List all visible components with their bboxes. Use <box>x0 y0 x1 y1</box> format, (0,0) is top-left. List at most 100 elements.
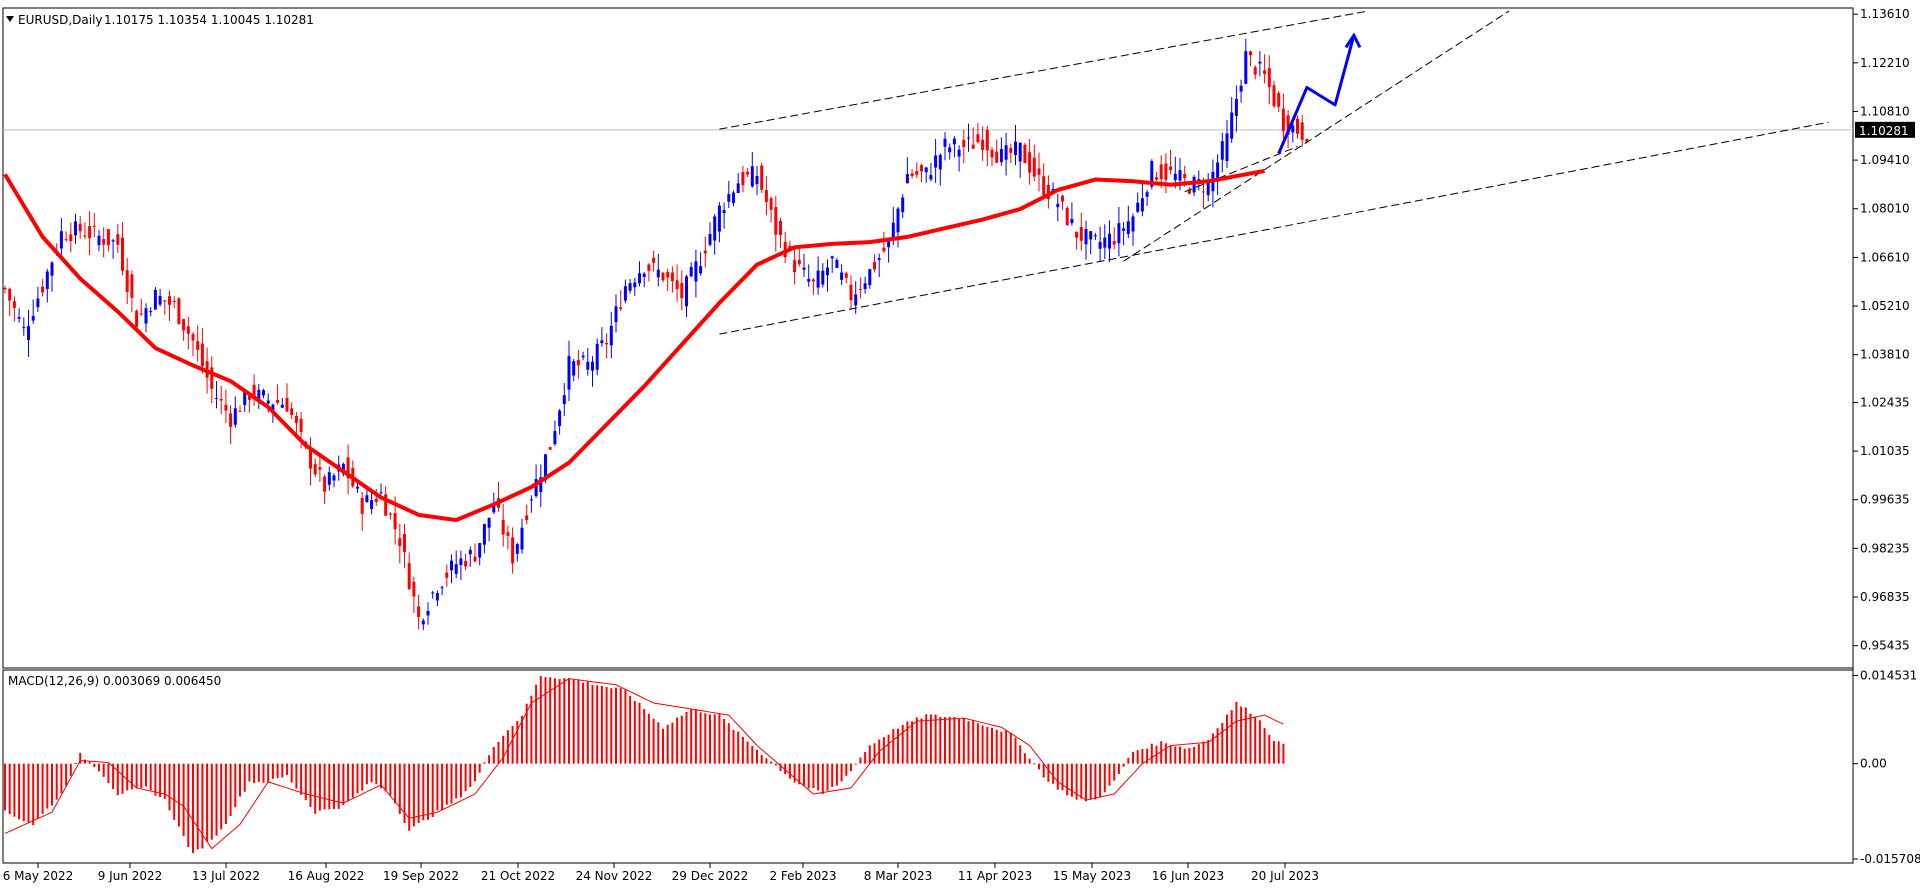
candle-body <box>473 556 477 562</box>
macd-bar <box>1193 747 1196 764</box>
macd-bar <box>840 763 843 782</box>
candle-body <box>384 494 388 516</box>
macd-bar <box>812 763 815 789</box>
macd-bar <box>619 688 622 764</box>
macd-bar <box>394 763 397 804</box>
candle-body <box>398 538 402 547</box>
candle-body <box>581 355 585 358</box>
macd-bar <box>1216 728 1219 764</box>
price-tick-label: 1.06610 <box>1860 250 1910 264</box>
candle-body <box>736 183 740 194</box>
macd-bar <box>1263 728 1266 764</box>
macd-bar <box>497 742 500 764</box>
candle-body <box>938 154 942 170</box>
macd-bar <box>793 763 796 783</box>
macd-bar <box>196 763 199 850</box>
candle-body <box>1234 98 1238 116</box>
candle-body <box>971 144 975 149</box>
macd-bar <box>262 763 265 783</box>
candle-body <box>8 288 12 301</box>
candle-body <box>125 270 129 292</box>
macd-bar <box>215 763 218 836</box>
macd-bar <box>224 763 227 824</box>
candle-body <box>539 477 543 493</box>
candle-body <box>149 311 153 313</box>
candle-body <box>454 564 458 574</box>
macd-bar <box>65 763 68 786</box>
candle-body <box>1192 176 1196 193</box>
macd-header: MACD(12,26,9) 0.003069 0.006450 <box>8 674 221 688</box>
candle-body <box>257 389 261 402</box>
macd-bar <box>1146 748 1149 764</box>
macd-bar <box>1108 763 1111 786</box>
candle-body <box>1093 235 1097 237</box>
macd-bar <box>107 763 110 784</box>
macd-bar <box>600 685 603 764</box>
macd-bar <box>647 713 650 764</box>
candle-body <box>280 404 284 408</box>
macd-bar <box>445 763 448 805</box>
candle-body <box>544 454 547 480</box>
macd-bar <box>1183 748 1186 764</box>
macd-bar <box>370 763 373 783</box>
candle-body <box>1291 125 1295 133</box>
main-pane-border <box>2 7 1854 669</box>
candle-body <box>713 216 717 241</box>
candle-body <box>69 234 73 242</box>
candle-body <box>1277 93 1281 107</box>
candle-body <box>459 558 463 565</box>
macd-bar <box>32 763 35 826</box>
candle-body <box>840 272 844 280</box>
candle-body <box>985 129 989 151</box>
candle-body <box>379 492 383 494</box>
price-tick-label: 1.02435 <box>1860 395 1910 409</box>
macd-bar <box>1103 763 1106 793</box>
dropdown-triangle-icon[interactable] <box>6 16 14 22</box>
macd-bar <box>915 717 918 764</box>
candle-body <box>1206 181 1210 196</box>
candle-body <box>1225 133 1229 161</box>
candle-body <box>224 404 228 411</box>
candle-body <box>74 221 77 236</box>
candle-body <box>816 270 820 288</box>
macd-bar <box>1075 763 1078 800</box>
macd-bar <box>121 763 124 794</box>
macd-bar <box>953 717 956 764</box>
candle-body <box>877 258 881 260</box>
time-tick-label: 19 Sep 2022 <box>383 869 459 883</box>
macd-bar <box>859 757 862 764</box>
trendlines-layer <box>719 10 1829 335</box>
candle-body <box>802 267 806 270</box>
macd-bar <box>1258 720 1261 764</box>
candle-body <box>1061 195 1064 202</box>
macd-bar <box>751 745 754 764</box>
macd-bar <box>972 720 975 764</box>
candle-body <box>1117 223 1121 244</box>
candle-body <box>661 272 665 281</box>
projection-arrowhead-icon <box>1344 32 1362 49</box>
candle-body <box>694 261 698 282</box>
macd-bar <box>55 763 58 800</box>
macd-bar <box>1023 753 1026 764</box>
macd-bar <box>140 763 143 789</box>
macd-bar <box>920 718 923 764</box>
price-tick-label: 1.09410 <box>1860 153 1910 167</box>
candle-body <box>50 262 54 276</box>
candle-body <box>924 167 928 173</box>
time-tick-label: 2 Feb 2023 <box>769 869 836 883</box>
macd-bar <box>1188 747 1191 764</box>
macd-bar <box>46 763 49 809</box>
macd-bar <box>229 763 232 816</box>
macd-bar <box>1085 763 1087 802</box>
macd-bar <box>1094 763 1097 800</box>
candle-body <box>807 278 811 282</box>
candle-body <box>17 316 21 319</box>
macd-bar <box>474 763 476 782</box>
macd-bar <box>1249 713 1252 764</box>
candle-body <box>1169 166 1173 171</box>
macd-bar <box>756 749 758 764</box>
candle-body <box>873 262 876 270</box>
macd-bar <box>944 717 946 764</box>
macd-bar <box>281 763 284 778</box>
macd-bar <box>408 763 411 831</box>
